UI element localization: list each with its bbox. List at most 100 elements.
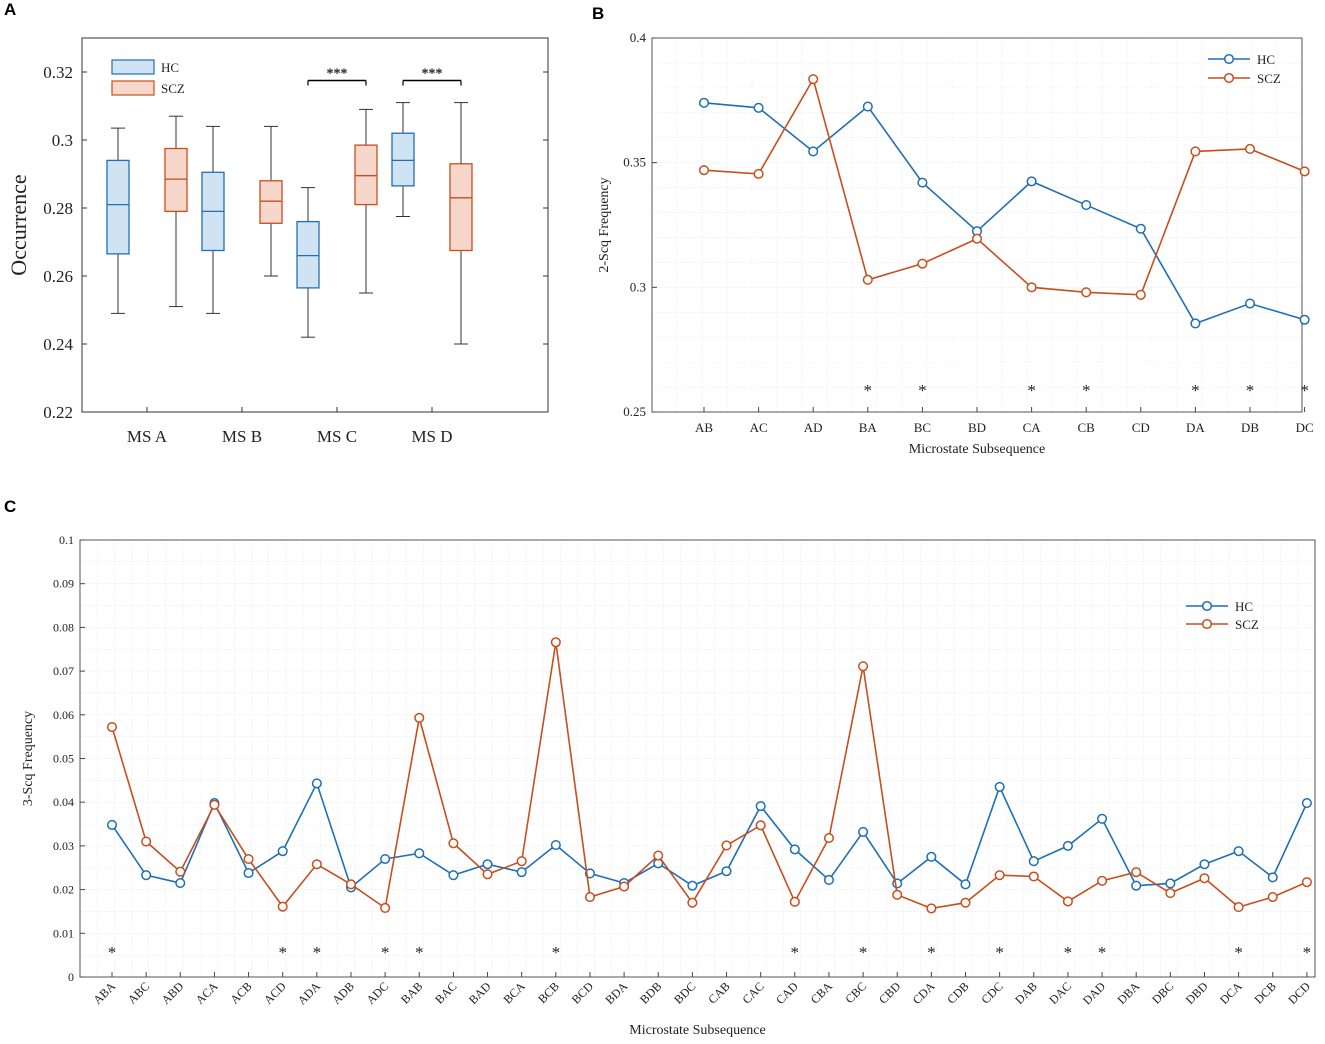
x-tick-label: AC — [750, 420, 768, 435]
data-point-hc — [1081, 200, 1092, 211]
data-point-scz — [550, 637, 561, 648]
x-tick-label: DCA — [1217, 979, 1245, 1007]
data-point-scz — [209, 799, 220, 810]
x-tick-label: CDA — [910, 979, 938, 1007]
data-point-scz — [1267, 891, 1278, 903]
box-scz — [449, 163, 473, 252]
data-point-scz — [858, 661, 869, 672]
x-tick-label: ABD — [159, 979, 187, 1007]
data-point-hc — [1190, 318, 1201, 329]
significance-marker: * — [1082, 381, 1091, 400]
legend-marker-hc — [1223, 53, 1235, 65]
data-point-scz — [753, 168, 764, 179]
y-tick-label: 0.02 — [53, 883, 74, 897]
data-point-scz — [277, 901, 288, 912]
x-axis-label: Microstate Subsequence — [909, 442, 1045, 457]
significance-marker: * — [791, 943, 800, 962]
x-tick-label: MS A — [127, 427, 168, 446]
y-tick-label: 0.01 — [53, 926, 74, 940]
y-tick-label: 0.22 — [43, 403, 73, 422]
x-tick-label: BA — [859, 420, 878, 435]
data-point-scz — [1097, 875, 1108, 886]
data-point-hc — [753, 102, 764, 113]
significance-marker: * — [1246, 381, 1255, 400]
data-point-scz — [960, 897, 971, 908]
series-line-scz — [111, 642, 1308, 910]
x-tick-label: BDA — [602, 979, 630, 1007]
legend-label: SCZ — [1257, 71, 1281, 86]
data-point-scz — [1244, 143, 1256, 155]
x-tick-label: BAC — [432, 979, 459, 1006]
data-point-hc — [808, 146, 819, 157]
significance-marker: * — [927, 943, 936, 962]
data-point-scz — [106, 721, 118, 733]
x-tick-label: BAB — [398, 979, 425, 1006]
y-tick-label: 0.4 — [630, 30, 647, 45]
data-point-scz — [141, 836, 152, 847]
x-tick-label: CBA — [808, 979, 836, 1007]
y-tick-label: 0 — [68, 970, 74, 984]
data-point-scz — [926, 903, 937, 914]
data-point-scz — [698, 165, 710, 176]
panel-label-b: B — [592, 4, 605, 23]
x-tick-label: BCD — [569, 979, 597, 1007]
data-point-hc — [243, 867, 254, 879]
data-point-hc — [721, 866, 732, 877]
data-point-hc — [858, 826, 869, 837]
y-axis-label: Occurrence — [6, 174, 31, 275]
x-tick-label: BAD — [466, 979, 494, 1007]
data-point-hc — [516, 867, 527, 878]
data-point-hc — [1299, 314, 1310, 325]
data-point-hc — [1026, 176, 1037, 187]
data-point-scz — [1131, 867, 1142, 878]
data-point-hc — [1097, 813, 1108, 824]
y-tick-label: 0.26 — [43, 267, 73, 286]
data-point-scz — [994, 870, 1005, 881]
data-point-hc — [1131, 880, 1142, 891]
box-scz — [354, 144, 378, 206]
significance-marker: * — [1191, 381, 1200, 400]
data-point-hc — [1267, 872, 1278, 883]
x-tick-label: DBD — [1183, 979, 1211, 1007]
x-tick-label: AD — [804, 420, 823, 435]
data-point-hc — [862, 101, 873, 112]
x-tick-label: ABA — [90, 979, 118, 1007]
significance-marker: * — [1027, 381, 1036, 400]
significance-marker: * — [864, 381, 873, 400]
data-point-scz — [1026, 282, 1037, 293]
x-tick-label: ACB — [227, 979, 254, 1006]
data-point-scz — [1028, 871, 1039, 882]
y-tick-label: 0.04 — [53, 795, 74, 809]
y-tick-label: 0.32 — [43, 63, 73, 82]
data-point-scz — [1199, 873, 1210, 884]
data-point-hc — [823, 874, 834, 886]
significance-marker: * — [278, 943, 287, 962]
x-tick-label: ADB — [329, 979, 357, 1007]
data-point-scz — [1301, 877, 1312, 888]
data-point-hc — [1135, 223, 1146, 234]
panel-label-a: A — [4, 0, 17, 19]
legend-swatch-hc — [111, 59, 155, 75]
legend-label: SCZ — [161, 81, 185, 96]
x-tick-label: CB — [1078, 420, 1096, 435]
x-tick-label: ADA — [295, 979, 324, 1008]
significance-marker: * — [918, 381, 927, 400]
y-tick-label: 0.28 — [43, 199, 73, 218]
y-axis-label: 3-Scq Frequency — [21, 711, 36, 806]
data-point-scz — [1233, 902, 1244, 913]
significance-stars: *** — [422, 67, 443, 82]
data-point-scz — [808, 74, 819, 85]
data-point-scz — [1081, 287, 1092, 298]
data-point-hc — [892, 878, 903, 889]
data-point-scz — [1135, 289, 1146, 300]
significance-marker: * — [415, 943, 424, 962]
data-point-hc — [789, 844, 800, 855]
legend-label: HC — [1257, 52, 1275, 67]
y-tick-label: 0.06 — [53, 708, 74, 722]
data-point-hc — [1062, 840, 1073, 851]
data-point-scz — [971, 233, 983, 244]
line-chart-2-seq: 0.25 0.3 0.35 0.4 2-Scq Frequency AB AC AD BA BC B… — [597, 30, 1314, 457]
x-axis-label: Microstate Subsequence — [629, 1023, 765, 1038]
x-tick-label: CA — [1023, 420, 1042, 435]
significance-marker: * — [1098, 943, 1107, 962]
